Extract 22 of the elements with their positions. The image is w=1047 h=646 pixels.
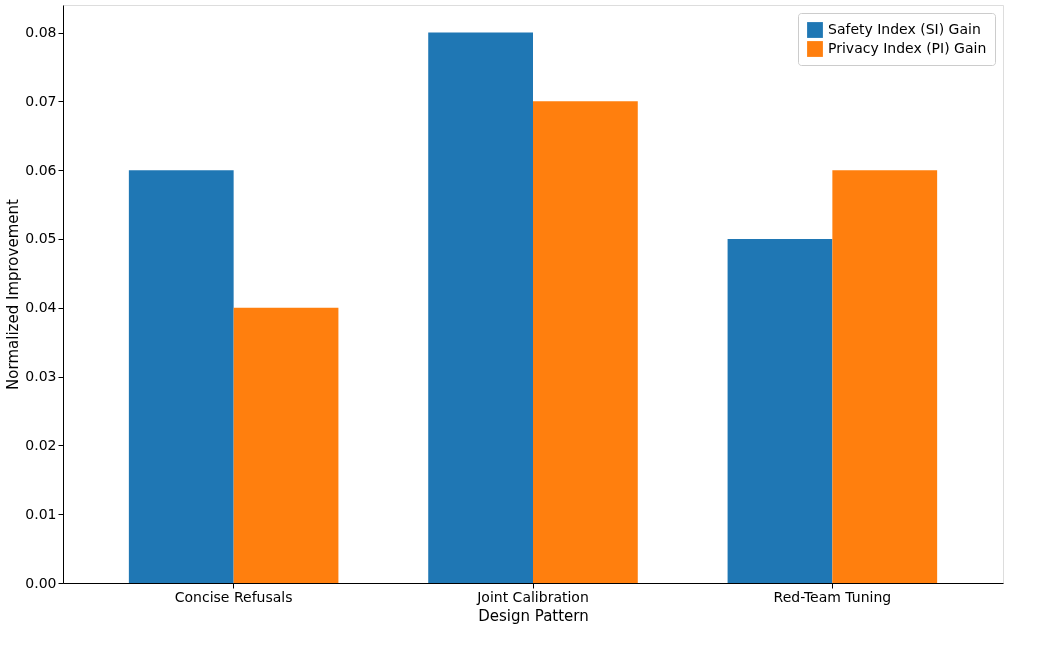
y-tick-label: 0.05 [25,230,57,247]
y-tick-label: 0.02 [25,436,57,453]
bar [233,307,339,583]
bar [533,101,638,583]
x-axis-title: Design Pattern [478,606,589,625]
y-tick-label: 0.04 [25,299,57,316]
y-axis-title: Normalized Improvement [4,199,23,390]
y-tick-label: 0.06 [25,161,57,178]
bar [727,238,833,583]
y-tick-label: 0.01 [25,505,57,522]
x-tick-label: Concise Refusals [174,588,293,605]
y-tick-label: 0.07 [25,92,57,109]
x-tick-label: Joint Calibration [476,588,589,605]
y-tick-label: 0.00 [25,574,57,591]
legend-label: Safety Index (SI) Gain [828,21,981,37]
bar [128,170,234,583]
bar [832,170,938,583]
legend-label: Privacy Index (PI) Gain [828,40,987,56]
x-tick-label: Red-Team Tuning [773,588,892,605]
y-tick-label: 0.03 [25,368,57,385]
bar [428,32,533,583]
y-tick-label: 0.08 [25,24,57,41]
